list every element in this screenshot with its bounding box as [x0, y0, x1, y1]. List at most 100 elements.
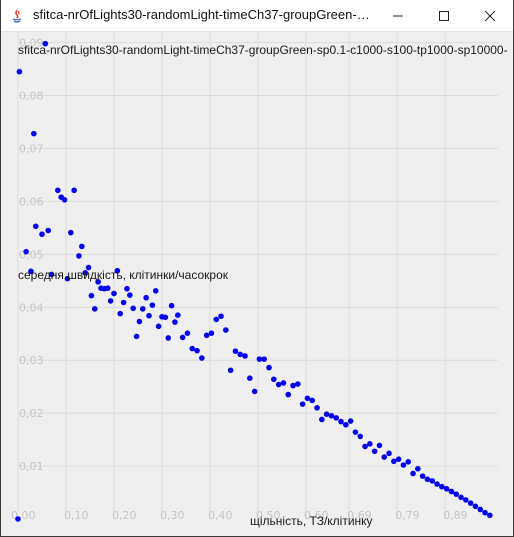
data-point: [352, 429, 359, 435]
data-point: [232, 348, 239, 354]
data-point: [146, 312, 152, 319]
y-tick-label: 0,03: [19, 354, 44, 367]
data-point: [140, 306, 146, 312]
data-point: [107, 298, 114, 304]
maximize-icon: [439, 11, 449, 21]
data-point: [271, 376, 277, 383]
data-point: [487, 512, 493, 519]
x-tick-label: 0,69: [347, 509, 372, 522]
java-app-icon: [9, 8, 25, 24]
data-point: [64, 275, 71, 282]
x-tick-label: 0,10: [64, 509, 89, 522]
x-tick-label: 0,00: [11, 509, 36, 522]
data-point: [175, 312, 181, 319]
data-point: [463, 497, 469, 503]
x-axis-label: щільність, ТЗ/клітинку: [250, 514, 373, 528]
data-point: [424, 476, 431, 483]
y-tick-label: 0,07: [19, 142, 44, 155]
data-point: [237, 351, 244, 358]
data-point: [477, 506, 484, 513]
data-point: [184, 330, 191, 336]
data-point: [371, 448, 378, 455]
data-point: [95, 279, 101, 285]
data-point: [76, 253, 82, 259]
x-tick-label: 0,30: [160, 509, 185, 522]
data-point: [400, 462, 407, 468]
data-point: [266, 364, 272, 371]
data-point: [79, 243, 85, 250]
y-tick-label: 0,04: [19, 301, 44, 314]
data-point: [71, 187, 77, 194]
data-point: [48, 271, 55, 278]
plot-area: 0,01 0,02 0,03 0,04 0,05 0,06 0,07 0,08 0,09 0,00…: [1, 32, 513, 536]
close-button[interactable]: [467, 0, 513, 31]
data-point: [434, 481, 440, 487]
y-axis-label: середня швидкість, клітинки/часокрок: [18, 268, 229, 282]
data-point: [162, 314, 169, 321]
data-point: [111, 290, 117, 297]
data-point: [347, 418, 354, 424]
x-tick-label: 0,20: [112, 509, 137, 522]
data-point: [333, 415, 340, 421]
data-point: [39, 231, 45, 238]
data-point: [189, 345, 196, 352]
data-point: [242, 353, 248, 359]
data-point: [251, 388, 258, 395]
data-point: [410, 470, 416, 477]
x-tick-label: 0,40: [208, 509, 233, 522]
data-point: [85, 264, 92, 271]
data-point: [149, 302, 156, 308]
data-point: [165, 335, 172, 341]
minimize-icon: [393, 15, 403, 17]
data-point: [15, 516, 21, 522]
tick-labels: 0,01 0,02 0,03 0,04 0,05 0,06 0,07 0,08 0,09 0,00…: [11, 37, 468, 522]
data-point: [323, 411, 330, 417]
data-point: [419, 473, 426, 479]
data-point: [117, 310, 124, 317]
x-tick-label: 0,50: [256, 509, 281, 522]
data-points: [15, 40, 493, 522]
data-point: [429, 478, 436, 484]
x-tick-label: 0,60: [304, 509, 329, 522]
data-point: [16, 68, 23, 75]
data-point: [213, 316, 220, 323]
close-icon: [484, 10, 496, 22]
maximize-button[interactable]: [421, 0, 467, 31]
data-point: [448, 488, 455, 495]
data-point: [362, 443, 368, 450]
data-point: [405, 459, 412, 465]
data-point: [155, 323, 162, 330]
data-point: [28, 268, 34, 275]
data-point: [208, 330, 215, 336]
data-point: [124, 285, 130, 292]
title-bar[interactable]: sfitca-nrOfLights30-randomLight-timeCh37…: [1, 0, 513, 32]
y-tick-label: 0,09: [19, 37, 44, 50]
data-point: [136, 318, 143, 325]
data-point: [45, 227, 52, 234]
grid: [17, 32, 498, 519]
data-point: [472, 503, 479, 510]
data-point: [88, 292, 95, 299]
y-tick-label: 0,06: [19, 195, 44, 208]
data-point: [357, 433, 364, 440]
y-tick-label: 0,02: [19, 407, 44, 420]
data-point: [443, 486, 450, 492]
y-tick-label: 0,05: [19, 248, 44, 261]
scatter-chart: 0,01 0,02 0,03 0,04 0,05 0,06 0,07 0,08 0,09 0,00…: [11, 32, 498, 522]
data-point: [309, 397, 316, 404]
data-point: [275, 381, 282, 388]
data-point: [319, 416, 325, 423]
data-point: [42, 40, 49, 47]
data-point: [23, 248, 29, 255]
data-point: [290, 382, 296, 389]
data-point: [367, 441, 373, 447]
data-point: [395, 456, 402, 462]
data-point: [381, 454, 388, 460]
data-point: [328, 412, 335, 419]
data-point: [285, 391, 292, 398]
data-point: [61, 197, 68, 203]
data-point: [127, 292, 133, 298]
minimize-button[interactable]: [375, 0, 421, 31]
data-point: [338, 418, 344, 425]
